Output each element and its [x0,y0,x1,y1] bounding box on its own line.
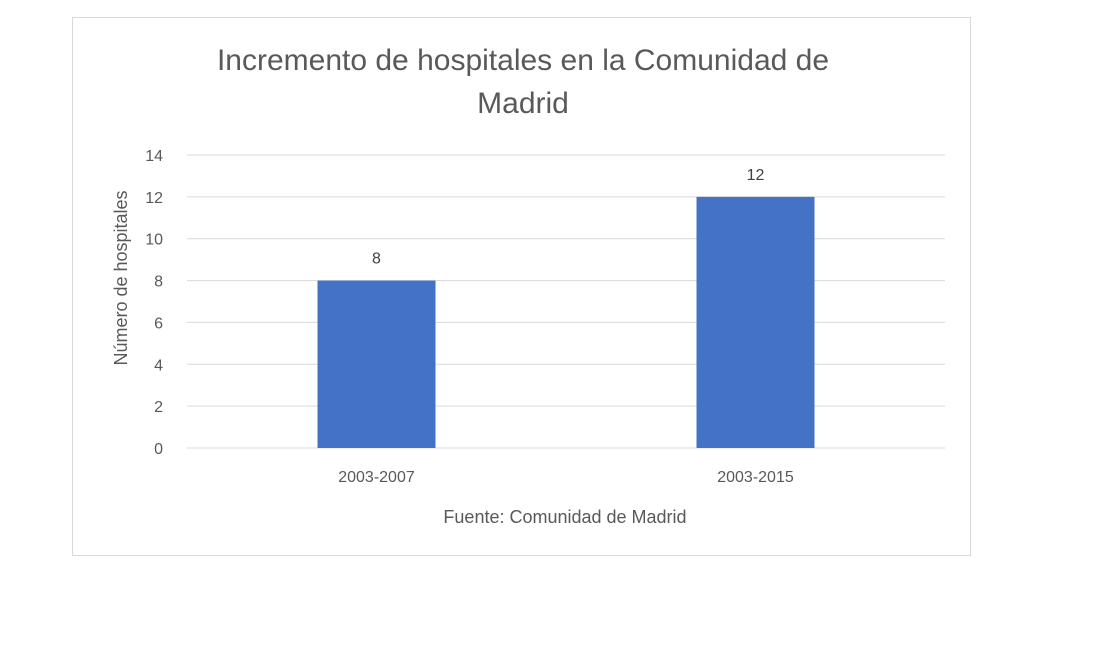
y-tick-label: 8 [154,274,163,291]
y-tick-label: 6 [154,315,163,332]
x-tick-label: 2003-2007 [338,469,415,486]
chart-title-line-2: Madrid [477,87,569,120]
x-tick-label: 2003-2015 [717,469,794,486]
chart-title-line-1: Incremento de hospitales en la Comunidad… [217,44,829,77]
y-tick-label: 10 [145,232,163,249]
data-labels: 8 12 [372,167,764,268]
y-axis-label: Número de hospitales [111,190,131,365]
gridlines [187,154,945,449]
y-axis-ticks: 0 2 4 6 8 10 12 14 [145,148,163,458]
bars [317,196,815,448]
y-tick-label: 0 [154,441,163,458]
chart-frame: Incremento de hospitales en la Comunidad… [72,17,971,556]
data-label: 8 [372,251,381,268]
data-label: 12 [747,167,765,184]
bar-2003-2015 [696,196,815,448]
y-tick-label: 2 [154,399,163,416]
x-axis-label: Fuente: Comunidad de Madrid [443,507,686,527]
y-tick-label: 4 [154,357,163,374]
y-tick-label: 14 [145,148,163,165]
x-axis-ticks: 2003-2007 2003-2015 [338,469,794,486]
bar-2003-2007 [317,280,436,448]
y-tick-label: 12 [145,190,163,207]
bar-chart: Incremento de hospitales en la Comunidad… [111,44,945,527]
